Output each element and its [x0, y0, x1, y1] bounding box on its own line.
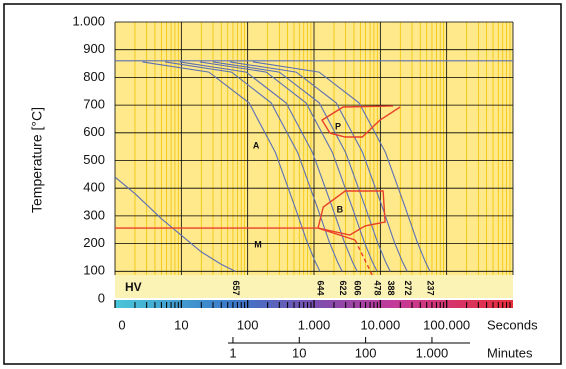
hv-value: 237: [426, 280, 436, 295]
region-label: P: [335, 121, 341, 131]
hv-value: 644: [316, 280, 326, 295]
curve: [114, 176, 236, 272]
hv-value: 478: [373, 280, 383, 295]
region-label: A: [253, 140, 260, 150]
x-tick-label: 1.000: [298, 317, 331, 332]
hv-value: 272: [403, 280, 413, 295]
curve: [179, 61, 358, 272]
x-tick-label: 10: [174, 317, 188, 332]
x-tick-label: 100.000: [423, 317, 470, 332]
x2-tick-label: 100: [355, 345, 377, 360]
x2-tick-label: 1.000: [416, 345, 449, 360]
x2-tick-label: 1: [229, 345, 236, 360]
hv-label: HV: [125, 280, 142, 294]
curve: [199, 61, 378, 272]
y-tick-label: 600: [83, 124, 105, 139]
y-tick-label: 400: [83, 180, 105, 195]
x-tick-label: 0: [118, 317, 125, 332]
x-axis-label: Seconds: [487, 317, 538, 332]
curve: [317, 190, 386, 236]
y-tick-label: 200: [83, 235, 105, 250]
y-tick-label: 500: [83, 152, 105, 167]
curve: [212, 61, 391, 272]
hv-value: 388: [386, 280, 396, 295]
y-tick-label: 900: [83, 41, 105, 56]
curve: [115, 227, 356, 241]
y-tick-label: 0: [98, 290, 105, 305]
x-tick-label: 100: [237, 317, 259, 332]
curve: [229, 61, 408, 272]
hv-value: 622: [338, 280, 348, 295]
y-tick-label: 100: [83, 263, 105, 278]
x-tick-label: 10.000: [360, 317, 400, 332]
y-tick-label: 1.000: [72, 13, 105, 28]
hv-band: [115, 275, 513, 298]
curve: [142, 61, 321, 272]
y-tick-label: 300: [83, 207, 105, 222]
y-tick-label: 700: [83, 97, 105, 112]
x2-tick-label: 10: [292, 345, 306, 360]
x2-axis-label: Minutes: [487, 345, 533, 360]
curve: [252, 61, 431, 272]
hv-value: 606: [353, 280, 363, 295]
curve: [165, 61, 343, 272]
hv-value: 657: [231, 280, 241, 295]
region-label: M: [254, 239, 262, 249]
y-tick-label: 800: [83, 69, 105, 84]
region-label: B: [337, 204, 344, 214]
curve: [321, 105, 401, 138]
y-axis-label: Temperature [°C]: [29, 107, 45, 213]
